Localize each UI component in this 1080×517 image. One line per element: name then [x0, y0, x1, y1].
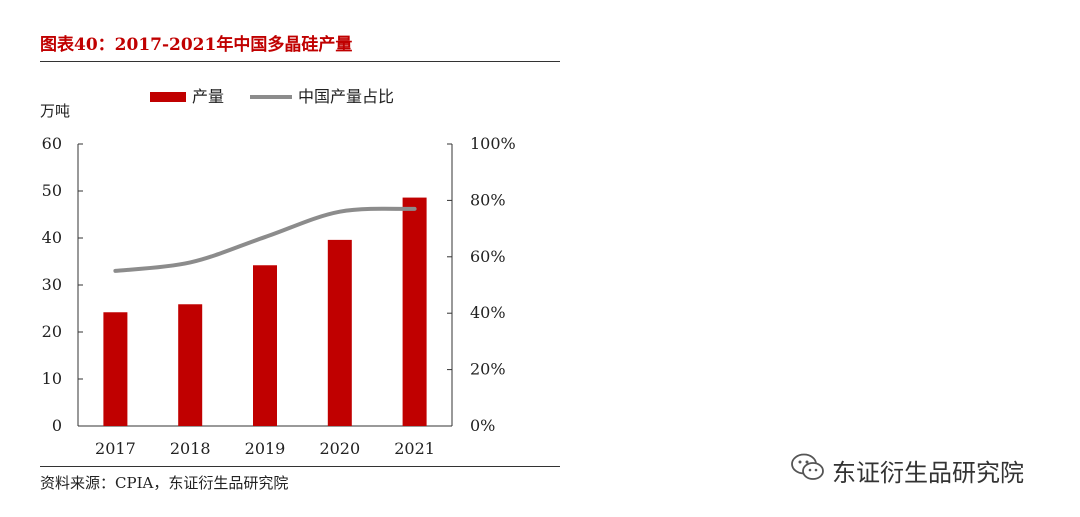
title-rule: [40, 61, 560, 62]
x-tick-label: 2020: [319, 439, 360, 458]
y-tick-label: 60: [42, 134, 62, 153]
watermark-text: 东证衍生品研究院: [832, 458, 1024, 487]
chart: 产量 中国产量占比 万吨 0 10 20 30 40 50 60 0% 20% 40% 60% 80%…: [40, 87, 516, 458]
legend: 产量 中国产量占比: [150, 87, 394, 106]
bar: [178, 304, 203, 426]
y2-tick-label: 100%: [470, 134, 516, 153]
y2-tick-label: 60%: [470, 247, 506, 266]
share-line: [113, 206, 417, 273]
y2-tick-label: 0%: [470, 416, 495, 435]
y-axis-label: 万吨: [40, 102, 70, 120]
axes: 0 10 20 30 40 50 60 0% 20% 40% 60% 80% 100% 2017 2018 2…: [42, 134, 516, 458]
bars: [103, 197, 427, 426]
legend-label-share: 中国产量占比: [298, 87, 394, 106]
y2-tick-label: 80%: [470, 190, 506, 209]
x-tick-label: 2017: [95, 439, 136, 458]
x-tick-label: 2018: [170, 439, 211, 458]
figure-title: 图表40：2017-2021年中国多晶硅产量: [40, 35, 353, 55]
legend-label-production: 产量: [192, 87, 224, 106]
bar: [103, 312, 128, 426]
x-tick-label: 2021: [394, 439, 435, 458]
legend-swatch-production: [150, 92, 186, 102]
bar: [402, 197, 427, 426]
y-tick-label: 0: [52, 416, 62, 435]
y-tick-label: 30: [42, 275, 62, 294]
bar: [253, 265, 277, 426]
source-note: 资料来源：CPIA，东证衍生品研究院: [40, 474, 289, 492]
watermark: 东证衍生品研究院: [790, 452, 1024, 488]
bar: [327, 239, 352, 426]
y-tick-label: 50: [42, 181, 62, 200]
y2-tick-label: 40%: [470, 303, 506, 322]
wechat-icon: [790, 452, 826, 488]
y2-tick-label: 20%: [470, 360, 506, 379]
source-rule: [40, 466, 560, 467]
y-tick-label: 40: [42, 228, 62, 247]
x-tick-label: 2019: [245, 439, 286, 458]
y-tick-label: 10: [42, 369, 62, 388]
y-tick-label: 20: [42, 322, 62, 341]
share-line-path: [113, 206, 417, 273]
